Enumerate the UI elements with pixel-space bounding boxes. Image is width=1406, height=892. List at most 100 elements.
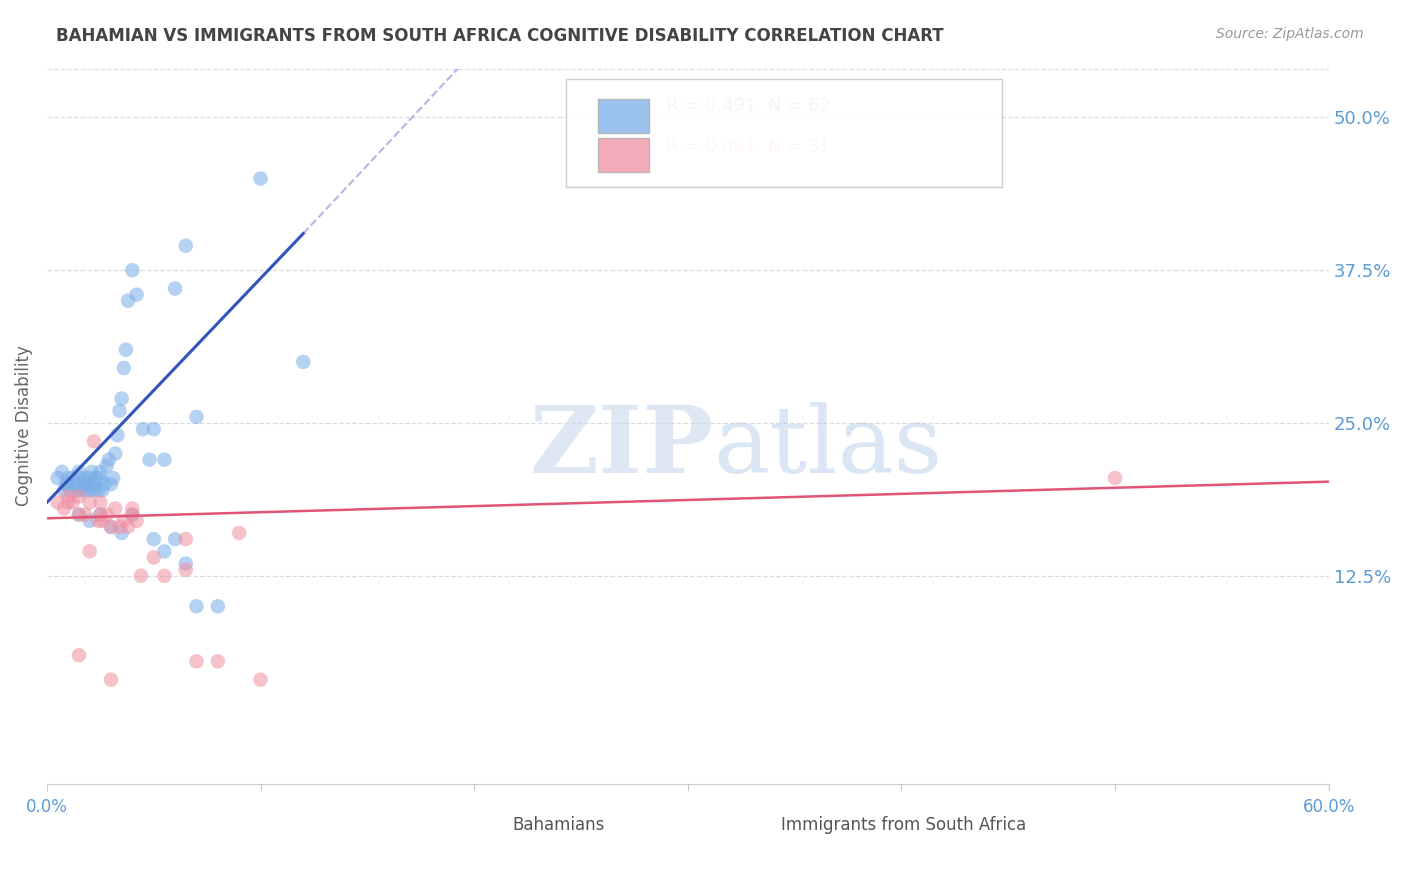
Point [174,239,197,253]
Point [91,483,114,498]
Point [53,501,76,516]
Point [89,508,111,522]
Point [83,477,105,491]
Point [63,477,86,491]
Point [207,654,229,668]
Bar [464,815,499,842]
Point [79,483,101,498]
Point [55,477,77,491]
Text: BAHAMIAN VS IMMIGRANTS FROM SOUTH AFRICA COGNITIVE DISABILITY CORRELATION CHART: BAHAMIAN VS IMMIGRANTS FROM SOUTH AFRICA… [56,27,943,45]
Point [115,343,138,357]
Point [249,171,271,186]
Point [292,355,315,369]
Point [67,465,90,479]
Point [108,520,131,534]
Point [165,281,187,295]
Point [249,673,271,687]
Point [174,563,197,577]
Text: atlas: atlas [713,402,942,492]
Point [186,654,208,668]
Point [138,452,160,467]
Point [93,477,115,491]
Point [83,483,105,498]
FancyBboxPatch shape [567,79,1002,186]
Point [153,452,176,467]
Point [75,508,97,522]
Point [165,532,187,546]
Point [66,483,89,498]
Point [186,599,208,614]
Point [51,465,73,479]
Point [186,409,208,424]
Point [121,508,143,522]
Point [207,599,229,614]
Point [228,526,250,541]
Point [53,483,76,498]
Point [105,428,128,442]
Point [87,483,110,498]
Bar [598,98,650,133]
Point [132,422,155,436]
Point [62,471,84,485]
Point [111,392,134,406]
Point [91,514,114,528]
Point [79,544,101,558]
Point [67,508,90,522]
Text: 60.0%: 60.0% [1302,798,1355,816]
Point [58,489,80,503]
Point [70,483,93,498]
Point [89,495,111,509]
Point [100,477,122,491]
Point [83,434,105,449]
Point [79,495,101,509]
Point [87,514,110,528]
Point [121,508,143,522]
Point [97,452,120,467]
Point [62,495,84,509]
Point [121,501,143,516]
Point [142,422,165,436]
Point [89,508,111,522]
Point [89,465,111,479]
Point [59,483,82,498]
Point [67,489,90,503]
Text: Source: ZipAtlas.com: Source: ZipAtlas.com [1216,27,1364,41]
Point [75,471,97,485]
Point [125,287,148,301]
Point [67,508,90,522]
Point [129,568,152,582]
Point [112,514,135,528]
Point [89,471,111,485]
Point [153,568,176,582]
Point [125,514,148,528]
Point [153,544,176,558]
Point [96,458,118,473]
Point [100,673,122,687]
Point [46,471,69,485]
Point [111,526,134,541]
Text: Immigrants from South Africa: Immigrants from South Africa [782,816,1026,834]
Point [117,520,139,534]
Text: R = 0.491  N = 62: R = 0.491 N = 62 [666,97,831,115]
Point [76,477,98,491]
Point [112,361,135,376]
Point [100,520,122,534]
Point [101,471,124,485]
Bar [733,815,769,842]
Point [108,403,131,417]
Point [1104,471,1126,485]
Point [104,446,127,460]
Point [96,508,118,522]
Text: Bahamians: Bahamians [512,816,605,834]
Point [67,471,90,485]
Point [46,495,69,509]
Text: 0.0%: 0.0% [25,798,67,816]
Point [174,557,197,571]
Point [117,293,139,308]
Point [100,520,122,534]
Y-axis label: Cognitive Disability: Cognitive Disability [15,345,32,507]
Point [79,471,101,485]
Point [58,471,80,485]
Bar [598,138,650,172]
Point [104,501,127,516]
